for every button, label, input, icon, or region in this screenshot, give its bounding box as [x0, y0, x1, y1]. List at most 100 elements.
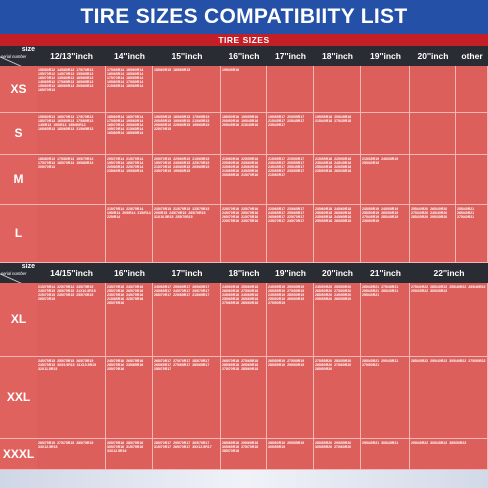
size-cell	[456, 155, 488, 205]
size-list	[456, 113, 487, 117]
size-list: 285/45R22 295/40R22 305/40R22 275/50R22	[411, 359, 486, 363]
column-header: 18''inch	[322, 51, 353, 61]
subtitle-bar: TIRE SIZES	[0, 34, 488, 46]
size-cell: 255/45R21 265/40R21 275/40R21	[456, 205, 488, 263]
size-list: 285/65R18 295/65R18 305/65R18 275/70R18 …	[222, 441, 259, 454]
size-list: 265/45R21 275/45R21 255/45R21 285/40R21 …	[362, 285, 399, 298]
title-banner: TIRE SIZES COMPATIBIITY LIST	[0, 0, 488, 36]
size-cell	[410, 66, 456, 113]
size-list: 265/70R17 275/70R17 285/70R17 265/65R17 …	[154, 359, 210, 372]
size-cell: 195/55R15 185/65R15 175/65R15 205/55R15 …	[153, 113, 221, 155]
size-list: 215/75R14 225/75R14 235/75R15 245/75R15 …	[38, 285, 96, 302]
size-list: 275/55R20 285/55R20 265/60R20 275/60R20 …	[315, 359, 352, 372]
column-header: 17''inch	[171, 268, 203, 278]
column-header: 21''inch	[370, 268, 401, 278]
size-cell: 215/60R16 225/55R16 205/60R16 235/60R16 …	[221, 155, 267, 205]
size-cell: 185/60R15 185/65R15	[153, 66, 221, 113]
size-list: 185/60R15 185/65R15	[154, 68, 191, 72]
size-cell: 245/75R15 255/75R15 265/75R15 235/75R15 …	[37, 357, 106, 439]
size-list	[410, 155, 455, 159]
size-list: 245/65R17 255/65R17 265/65R17 235/65R17 …	[154, 285, 210, 298]
size-list: 295/45R21 305/45R21	[362, 441, 399, 445]
size-cell	[410, 155, 456, 205]
size-cell: 255/40R20 265/40R20 275/40R20 245/40R20 …	[410, 205, 456, 263]
size-cell: 225/70R16 235/70R16 245/70R16 255/70R16 …	[221, 205, 267, 263]
size-list	[456, 155, 487, 159]
size-list	[456, 66, 487, 70]
size-cell	[361, 66, 410, 113]
column-header: 20''inch	[322, 268, 353, 278]
size-list: 285/55R20 295/55R20 305/55R20 275/60R20	[315, 441, 352, 450]
size-cell: 285/55R20 295/55R20 305/55R20 275/60R20	[314, 439, 361, 470]
size-cell: 275/55R20 285/55R20 265/60R20 275/60R20 …	[314, 357, 361, 439]
size-cell: 235/70R16 245/70R16 255/70R16 265/70R16 …	[106, 283, 153, 357]
size-cell	[267, 66, 314, 113]
column-header: 14''inch	[114, 51, 145, 61]
size-list: 215/35R19 245/35R19 255/30R19	[362, 157, 399, 166]
column-header: 18''inch	[228, 268, 260, 278]
size-list: 295/45R22 305/45R22 285/50R22	[411, 441, 467, 445]
size-cell: 265/45R21 275/45R21 255/45R21 285/40R21 …	[361, 283, 410, 357]
size-cell: 265/75R16 285/75R16 305/70R16 315/75R16 …	[106, 439, 153, 470]
size-list: 175/65R14 165/60R14 165/65R14 185/60R14 …	[107, 68, 144, 89]
size-cell: 285/45R22 295/40R22 305/40R22 275/50R22	[410, 357, 488, 439]
size-cell: 295/45R22 305/45R22 285/50R22	[410, 439, 488, 470]
column-header: other	[461, 51, 483, 61]
size-cell	[37, 205, 106, 263]
size-cell: 195/45R16	[221, 66, 267, 113]
size-cell: 245/65R17 255/65R17 265/65R17 235/65R17 …	[153, 283, 221, 357]
size-list: 235/60R18 245/60R18 255/60R18 265/60R18 …	[315, 207, 352, 224]
top-size-table: XS 155/80R12 145/80R13 175/70R13 155/70R1…	[0, 66, 488, 263]
size-list: 195/55R15 185/65R15 175/65R15 205/55R15 …	[154, 115, 210, 132]
size-cell: 285/60R19 295/55R19 305/55R19	[267, 439, 314, 470]
row-size-label: XXL	[0, 357, 38, 439]
size-cell: 245/60R18 255/60R18 265/60R18 275/60R18 …	[221, 283, 267, 357]
size-list: 155/80R13 165/70R13 175/70R13 185/70R13 …	[38, 115, 94, 132]
column-header: 22''inch	[433, 268, 465, 278]
size-cell	[456, 113, 488, 155]
size-list	[410, 113, 455, 117]
size-list: 235/55R19 245/55R19 255/50R19 265/50R19 …	[362, 207, 399, 224]
size-cell: 285/65R18 295/65R18 305/65R18 275/70R18 …	[221, 439, 267, 470]
size-cell: 235/60R18 245/60R18 255/60R18 265/60R18 …	[314, 205, 361, 263]
size-cell: 195/55R18 205/45R18 215/40R18 275/35R18	[314, 113, 361, 155]
size-cell: 155/80R13 165/70R13 175/70R13 185/70R13 …	[37, 113, 106, 155]
size-cell	[456, 66, 488, 113]
size-list: 235/75R15 215/75R15 225/75R15 205/R15 24…	[154, 207, 210, 220]
size-list: 215/55R17 225/50R17 235/45R17 205/55R17 …	[268, 157, 305, 178]
row-size-label: S	[0, 113, 38, 155]
column-header: 16''inch	[114, 268, 145, 278]
column-header: 15''inch	[171, 51, 203, 61]
size-list: 225/65R17 235/65R17 245/65R17 255/65R17 …	[268, 207, 305, 224]
size-list: 265/55R19 275/55R19 285/55R19 295/50R19	[268, 359, 305, 368]
size-list: 245/50R20 255/50R20 265/50R20 275/50R20 …	[315, 285, 352, 302]
size-cell: 265/75R15 275/75R15 285/75R15 33X12.5R15	[37, 439, 106, 470]
size-cell: 205/70R15 225/60R15 215/65R15 195/70R15 …	[153, 155, 221, 205]
size-cell: 245/75R16 265/75R16 285/75R16 235/85R16 …	[106, 357, 153, 439]
size-list: 265/75R15 275/75R15 285/75R15 33X12.5R15	[38, 441, 94, 450]
size-cell: 155/80R12 145/80R13 175/70R13 155/70R12 …	[37, 66, 106, 113]
size-list	[267, 66, 313, 70]
size-cell: 185/60R14 185/70R14 175/80R14 195/60R14 …	[106, 113, 153, 155]
size-cell: 245/55R19 255/55R19 265/55R19 275/55R19 …	[267, 283, 314, 357]
size-cell: 295/45R21 305/45R21	[361, 439, 410, 470]
size-cell: 225/65R17 235/65R17 245/65R17 255/65R17 …	[267, 205, 314, 263]
row-size-label: XXXL	[0, 439, 38, 470]
column-header: 17''inch	[275, 51, 306, 61]
size-list	[314, 66, 360, 70]
size-list: 205/70R14 215/70R14 195/70R14 185/70R14 …	[107, 157, 144, 174]
size-cell: 285/70R17 295/70R17 305/70R17 315/70R17 …	[153, 439, 221, 470]
size-cell: 185/80R13 175/80R13 195/70R13 175/70R13 …	[37, 155, 106, 205]
size-list: 245/60R18 255/60R18 265/60R18 275/60R18 …	[222, 285, 259, 306]
corner-serial-label: serial number	[1, 271, 27, 276]
row-size-label: M	[0, 155, 38, 205]
corner-size-label: size	[21, 46, 35, 53]
size-cell: 215/75R14 225/75R14 235/75R15 245/75R15 …	[37, 283, 106, 357]
column-header: 14/15''inch	[50, 268, 93, 278]
size-list: 195/55R18 205/45R18 215/40R18 275/35R18	[315, 115, 352, 124]
top-table-header: size serial number 12/13''inch 14''inch 15…	[0, 46, 488, 67]
row-size-label: L	[0, 205, 38, 263]
size-cell: 185/50R16 195/55R16 205/50R16 195/45R16 …	[221, 113, 267, 155]
size-cell: 265/70R18 275/65R18 285/65R18 265/65R18 …	[221, 357, 267, 439]
corner-size-label: size	[21, 263, 35, 270]
